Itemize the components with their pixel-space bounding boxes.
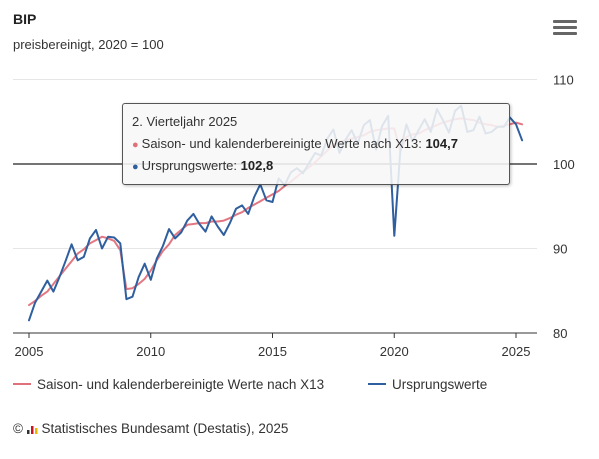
x-tick-label-2015: 2015 — [258, 344, 287, 359]
tooltip-label-original: Ursprungswerte: — [141, 158, 238, 173]
hamburger-menu-icon[interactable] — [553, 20, 577, 38]
y-axis: 80 90 100 110 — [553, 73, 575, 342]
legend-item-original[interactable]: Ursprungswerte — [368, 377, 487, 392]
legend-item-x13[interactable]: Saison- und kalenderbereinigte Werte nac… — [13, 377, 324, 392]
tooltip-row-original: ● Ursprungswerte: 102,8 — [132, 158, 273, 173]
credits[interactable]: © Statistisches Bundesamt (Destatis), 20… — [13, 421, 288, 436]
tooltip-marker-original: ● — [132, 161, 139, 173]
legend-swatch-x13 — [13, 383, 31, 386]
x-tick-label-2025: 2025 — [502, 344, 531, 359]
tooltip-value-x13: 104,7 — [425, 136, 458, 151]
tooltip: 2. Vierteljahr 2025 ● Saison- und kalende… — [122, 103, 510, 185]
x-tick-label-2005: 2005 — [15, 344, 44, 359]
legend-label-x13: Saison- und kalenderbereinigte Werte nac… — [37, 377, 325, 392]
tooltip-label-x13: Saison- und kalenderbereinigte Werte nac… — [141, 136, 422, 151]
legend-label-original: Ursprungswerte — [392, 377, 488, 392]
y-tick-label-80: 80 — [553, 326, 567, 341]
x-tick-label-2010: 2010 — [136, 344, 165, 359]
y-tick-label-90: 90 — [553, 242, 567, 257]
tooltip-header: 2. Vierteljahr 2025 — [132, 114, 238, 129]
chart-subtitle: preisbereinigt, 2020 = 100 — [13, 37, 164, 52]
grid-lines — [13, 79, 537, 249]
tooltip-marker-x13: ● — [132, 139, 139, 151]
tooltip-row-x13: ● Saison- und kalenderbereinigte Werte na… — [132, 136, 458, 151]
destatis-logo-icon — [26, 426, 38, 434]
copyright-icon: © — [13, 421, 23, 436]
credits-text: Statistisches Bundesamt (Destatis), 2025 — [41, 421, 289, 436]
legend-swatch-original — [368, 383, 386, 386]
x-axis: 2005 2010 2015 2020 2025 — [13, 332, 537, 359]
tooltip-value-original: 102,8 — [240, 158, 274, 173]
x-tick-label-2020: 2020 — [380, 344, 409, 359]
y-tick-label-110: 110 — [553, 73, 574, 88]
chart-title: BIP — [13, 11, 37, 27]
y-tick-label-100: 100 — [553, 157, 575, 172]
